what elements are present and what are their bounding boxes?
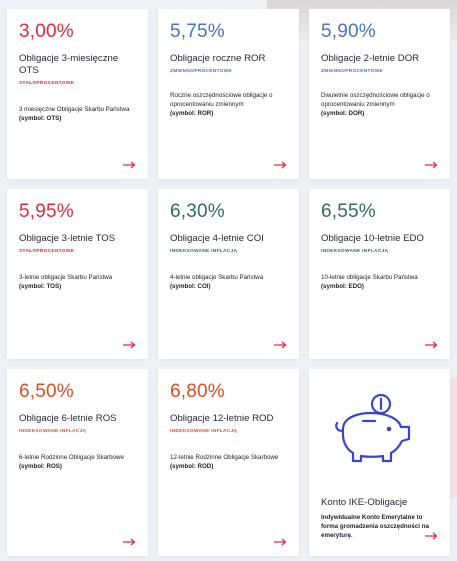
- bond-card-coi[interactable]: 6,30% Obligacje 4-letnie COI INDEKSOWANE…: [158, 189, 299, 359]
- interest-rate: 3,00%: [19, 21, 74, 42]
- interest-rate: 6,80%: [170, 381, 225, 402]
- interest-rate: 5,90%: [321, 21, 376, 42]
- piggy-bank-coin-icon: [335, 393, 411, 463]
- bond-card-rod[interactable]: 6,80% Obligacje 12-letnie ROD INDEKSOWAN…: [158, 369, 299, 556]
- bond-type-tag: STAŁOPROCENTOWE: [19, 249, 75, 254]
- arrow-right-icon[interactable]: [425, 341, 438, 349]
- bond-description: Roczne oszczędnościowe obligacje o oproc…: [170, 92, 273, 117]
- arrow-right-icon[interactable]: [425, 532, 438, 540]
- interest-rate: 6,30%: [170, 201, 225, 222]
- ike-account-card[interactable]: Konto IKE-Obligacje Indywidualne Konto E…: [309, 369, 450, 556]
- bond-card-edo[interactable]: 6,55% Obligacje 10-letnie EDO INDEKSOWAN…: [309, 189, 450, 359]
- bond-description: 4-letnie obligacje Skarbu Państwa (symbol…: [170, 274, 264, 290]
- bond-title: Obligacje 10-letnie EDO: [321, 233, 424, 244]
- bond-description: 10-letnie obligacje Skarbu Państwa (symbo…: [321, 274, 418, 290]
- bond-type-tag: STAŁOPROCENTOWE: [19, 81, 75, 86]
- bond-description: 12-letnie Rodzinne Obligacje Skarbowe (sy…: [170, 454, 279, 470]
- arrow-right-icon[interactable]: [123, 161, 136, 169]
- bond-title: Obligacje 3-letnie TOS: [19, 233, 116, 244]
- bond-card-ros[interactable]: 6,50% Obligacje 6-letnie ROS INDEKSOWANE…: [7, 369, 148, 556]
- bond-type-tag: ZMIENNOPROCENTOWE: [321, 69, 384, 74]
- arrow-right-icon[interactable]: [274, 341, 287, 349]
- bond-title: Obligacje roczne ROR: [170, 53, 266, 64]
- arrow-right-icon[interactable]: [274, 161, 287, 169]
- bond-type-tag: INDEKSOWANE INFLACJĄ: [170, 429, 238, 434]
- bond-description: 3 miesięczne Obligacje Skarbu Państwa (sy…: [19, 106, 130, 122]
- arrow-right-icon[interactable]: [123, 341, 136, 349]
- bond-description: 3-letnie obligacje Skarbu Państwa (symbol…: [19, 274, 113, 290]
- bond-card-ror[interactable]: 5,75% Obligacje roczne ROR ZMIENNOPROCEN…: [158, 9, 299, 179]
- bond-description: Dwuletnie oszczędnościowe obligacje o op…: [321, 92, 430, 117]
- bond-type-tag: INDEKSOWANE INFLACJĄ: [321, 249, 389, 254]
- bond-card-tos[interactable]: 5,95% Obligacje 3-letnie TOS STAŁOPROCEN…: [7, 189, 148, 359]
- bond-card-ots[interactable]: 3,00% Obligacje 3-miesięczne OTS STAŁOPR…: [7, 9, 148, 179]
- arrow-right-icon[interactable]: [274, 538, 287, 546]
- bond-description: 6-letnie Rodzinne Obligacje Skarbowe (sym…: [19, 454, 124, 470]
- arrow-right-icon[interactable]: [425, 161, 438, 169]
- arrow-right-icon[interactable]: [123, 538, 136, 546]
- bond-type-tag: INDEKSOWANE INFLACJĄ: [170, 249, 238, 254]
- interest-rate: 5,95%: [19, 201, 74, 222]
- ike-title: Konto IKE-Obligacje: [321, 497, 408, 508]
- interest-rate: 6,50%: [19, 381, 74, 402]
- bond-title: Obligacje 4-letnie COI: [170, 233, 264, 244]
- bond-title: Obligacje 2-letnie DOR: [321, 53, 420, 64]
- bond-type-tag: INDEKSOWANE INFLACJĄ: [19, 429, 87, 434]
- interest-rate: 5,75%: [170, 21, 225, 42]
- interest-rate: 6,55%: [321, 201, 376, 222]
- bond-type-tag: ZMIENNOPROCENTOWE: [170, 69, 233, 74]
- bond-card-dor[interactable]: 5,90% Obligacje 2-letnie DOR ZMIENNOPROC…: [309, 9, 450, 179]
- bond-title: Obligacje 3-miesięczne OTS: [19, 53, 119, 76]
- bond-title: Obligacje 6-letnie ROS: [19, 413, 117, 424]
- ike-description: Indywidualne Konto Emerytalne to forma g…: [321, 514, 429, 539]
- bond-title: Obligacje 12-letnie ROD: [170, 413, 274, 424]
- background-accent: [447, 378, 457, 498]
